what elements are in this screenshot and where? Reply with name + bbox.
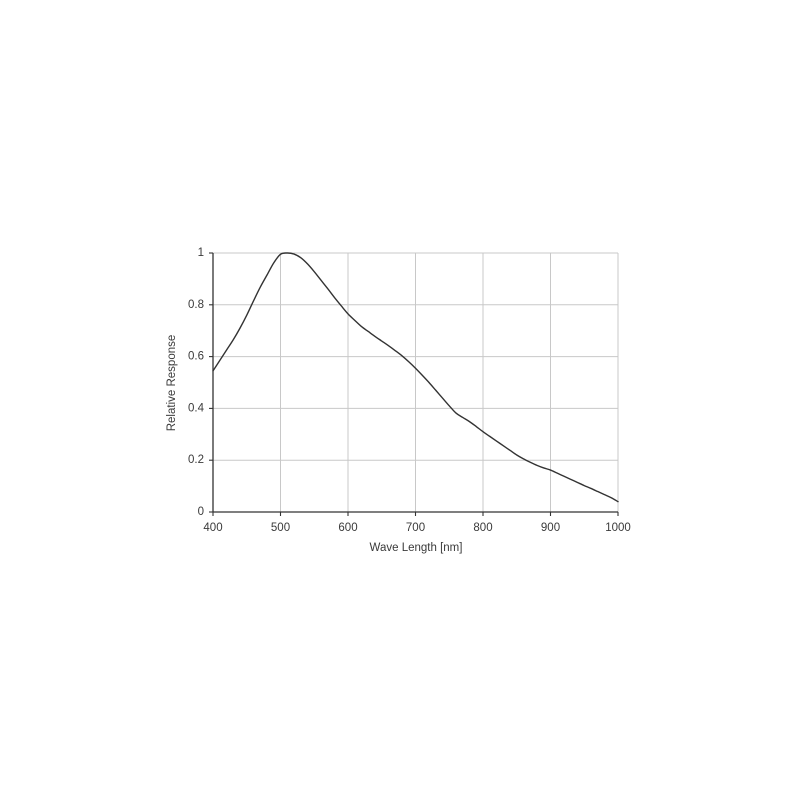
y-tick-label: 0.2: [188, 454, 204, 466]
y-tick-label: 1: [198, 247, 204, 259]
x-tick-label: 800: [473, 522, 492, 534]
x-axis-title: Wave Length [nm]: [370, 542, 463, 554]
x-tick-label: 700: [406, 522, 425, 534]
x-tick-label: 1000: [605, 522, 631, 534]
x-tick-label: 400: [203, 522, 222, 534]
data-series-line: [212, 252, 619, 503]
data-series-group: [212, 252, 619, 503]
axis-ticks: [209, 252, 619, 516]
y-tick-label: 0.8: [188, 299, 204, 311]
x-tick-label: 600: [338, 522, 357, 534]
y-tick-label: 0.6: [188, 351, 204, 363]
x-tick-labels: 400 500 600 700 800 900 1000: [203, 522, 630, 534]
x-tick-label: 500: [271, 522, 290, 534]
y-tick-label: 0: [198, 506, 204, 518]
y-axis-title: Relative Response: [166, 335, 178, 432]
y-tick-labels: 0 0.2 0.4 0.6 0.8 1: [188, 247, 205, 518]
y-tick-label: 0.4: [188, 402, 205, 414]
x-tick-label: 900: [541, 522, 560, 534]
